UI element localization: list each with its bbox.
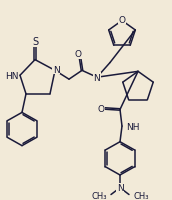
- Text: S: S: [32, 37, 38, 47]
- Text: CH₃: CH₃: [92, 191, 107, 200]
- Text: N: N: [94, 73, 100, 82]
- Text: O: O: [119, 16, 126, 25]
- Text: HN: HN: [6, 71, 19, 80]
- Text: NH: NH: [126, 122, 139, 131]
- Text: N: N: [53, 66, 59, 75]
- Text: O: O: [98, 104, 105, 113]
- Text: CH₃: CH₃: [133, 191, 148, 200]
- Text: N: N: [117, 183, 123, 192]
- Text: O: O: [74, 50, 82, 59]
